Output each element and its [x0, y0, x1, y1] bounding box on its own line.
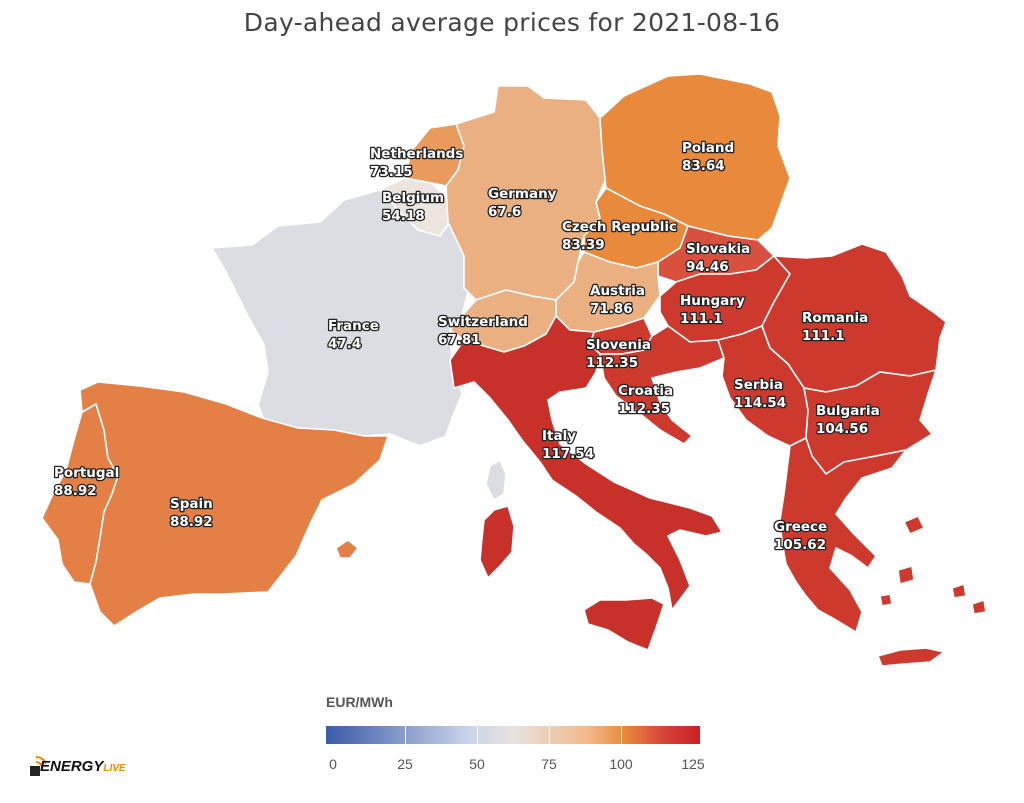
country-italy-sardinia[interactable] — [479, 505, 515, 579]
legend-tick-label: 25 — [397, 756, 413, 772]
country-greece-island[interactable] — [951, 583, 967, 599]
country-price-portugal: 88.92 — [54, 483, 97, 499]
country-name-netherlands: Netherlands — [370, 146, 463, 162]
legend-title: EUR/MWh — [326, 694, 393, 710]
legend-tick-mark — [477, 726, 478, 744]
country-price-switzerland: 67.81 — [438, 332, 481, 348]
country-price-germany: 67.6 — [488, 204, 521, 220]
legend-tick-label: 75 — [541, 756, 557, 772]
legend-tick-mark — [621, 726, 622, 744]
country-name-switzerland: Switzerland — [438, 314, 528, 330]
country-italy[interactable] — [449, 315, 723, 611]
country-name-hungary: Hungary — [680, 293, 745, 309]
country-name-italy: Italy — [542, 428, 576, 444]
country-spain-balearic[interactable] — [335, 539, 359, 559]
country-croatia[interactable] — [599, 325, 725, 445]
logo-main-text: ENERGY — [40, 758, 104, 775]
country-name-bulgaria: Bulgaria — [816, 403, 880, 419]
country-greece-crete[interactable] — [877, 647, 945, 667]
country-name-poland: Poland — [682, 140, 734, 156]
country-price-hungary: 111.1 — [680, 311, 723, 327]
country-price-slovenia: 112.35 — [586, 355, 638, 371]
energy-live-logo: ENERGYLIVE — [28, 750, 138, 784]
country-price-czech: 83.39 — [562, 237, 605, 253]
country-price-italy: 117.54 — [542, 446, 594, 462]
signal-icon — [30, 756, 46, 776]
country-name-austria: Austria — [590, 283, 645, 299]
country-price-belgium: 54.18 — [382, 208, 425, 224]
map-title: Day-ahead average prices for 2021-08-16 — [243, 8, 781, 37]
country-name-czech: Czech Republic — [562, 219, 677, 235]
country-name-slovenia: Slovenia — [586, 337, 651, 353]
legend-tick-label: 125 — [681, 756, 705, 772]
country-spain[interactable] — [79, 381, 389, 627]
country-price-slovakia: 94.46 — [686, 259, 729, 275]
legend-tick-mark — [405, 726, 406, 744]
legend-tick-label: 50 — [469, 756, 485, 772]
country-name-romania: Romania — [802, 310, 868, 326]
country-price-romania: 111.1 — [802, 328, 845, 344]
legend-tick-label: 100 — [609, 756, 633, 772]
legend-tick-label: 0 — [329, 756, 337, 772]
country-name-spain: Spain — [170, 496, 213, 512]
legend-color-scale — [326, 726, 700, 744]
country-labels: Netherlands 73.15 Belgium 54.18 Germany 67.6 P… — [53, 139, 881, 555]
country-name-france: France — [328, 318, 379, 334]
country-price-netherlands: 73.15 — [370, 164, 413, 180]
country-italy-sicily[interactable] — [583, 597, 665, 651]
country-name-croatia: Croatia — [618, 383, 673, 399]
country-name-portugal: Portugal — [54, 465, 119, 481]
logo-sub-text: LIVE — [103, 763, 126, 774]
country-name-belgium: Belgium — [382, 190, 444, 206]
country-greece-island[interactable] — [897, 565, 915, 585]
country-price-spain: 88.92 — [170, 514, 213, 530]
country-greece-island[interactable] — [879, 593, 893, 607]
country-france-corsica[interactable] — [485, 459, 507, 501]
country-name-germany: Germany — [488, 186, 557, 202]
country-price-greece: 105.62 — [774, 537, 826, 553]
country-greece-island[interactable] — [971, 599, 987, 615]
legend-tick-mark — [549, 726, 550, 744]
country-name-serbia: Serbia — [734, 377, 783, 393]
country-price-france: 47.4 — [328, 336, 361, 352]
country-name-greece: Greece — [774, 519, 827, 535]
country-price-poland: 83.64 — [682, 158, 725, 174]
country-price-croatia: 112.35 — [618, 401, 670, 417]
country-price-serbia: 114.54 — [734, 395, 786, 411]
country-price-austria: 71.86 — [590, 301, 633, 317]
country-price-bulgaria: 104.56 — [816, 421, 868, 437]
country-greece[interactable] — [779, 437, 907, 633]
country-greece-island[interactable] — [903, 515, 925, 535]
country-name-slovakia: Slovakia — [686, 241, 750, 257]
